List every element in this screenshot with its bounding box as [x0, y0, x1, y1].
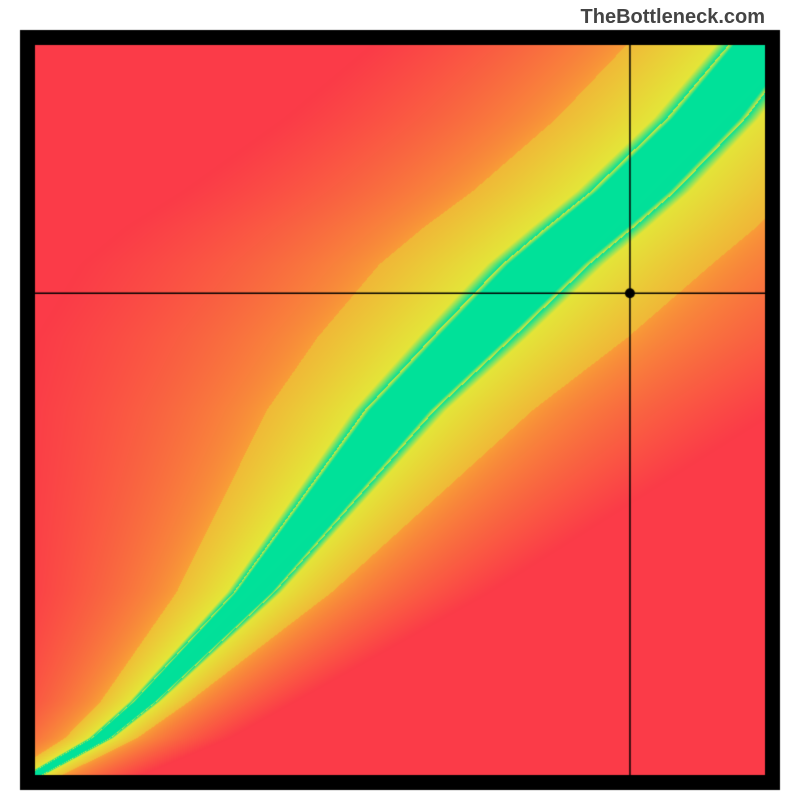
heatmap-canvas	[0, 0, 800, 800]
watermark-text: TheBottleneck.com	[581, 6, 765, 29]
chart-container: TheBottleneck.com	[0, 0, 800, 800]
